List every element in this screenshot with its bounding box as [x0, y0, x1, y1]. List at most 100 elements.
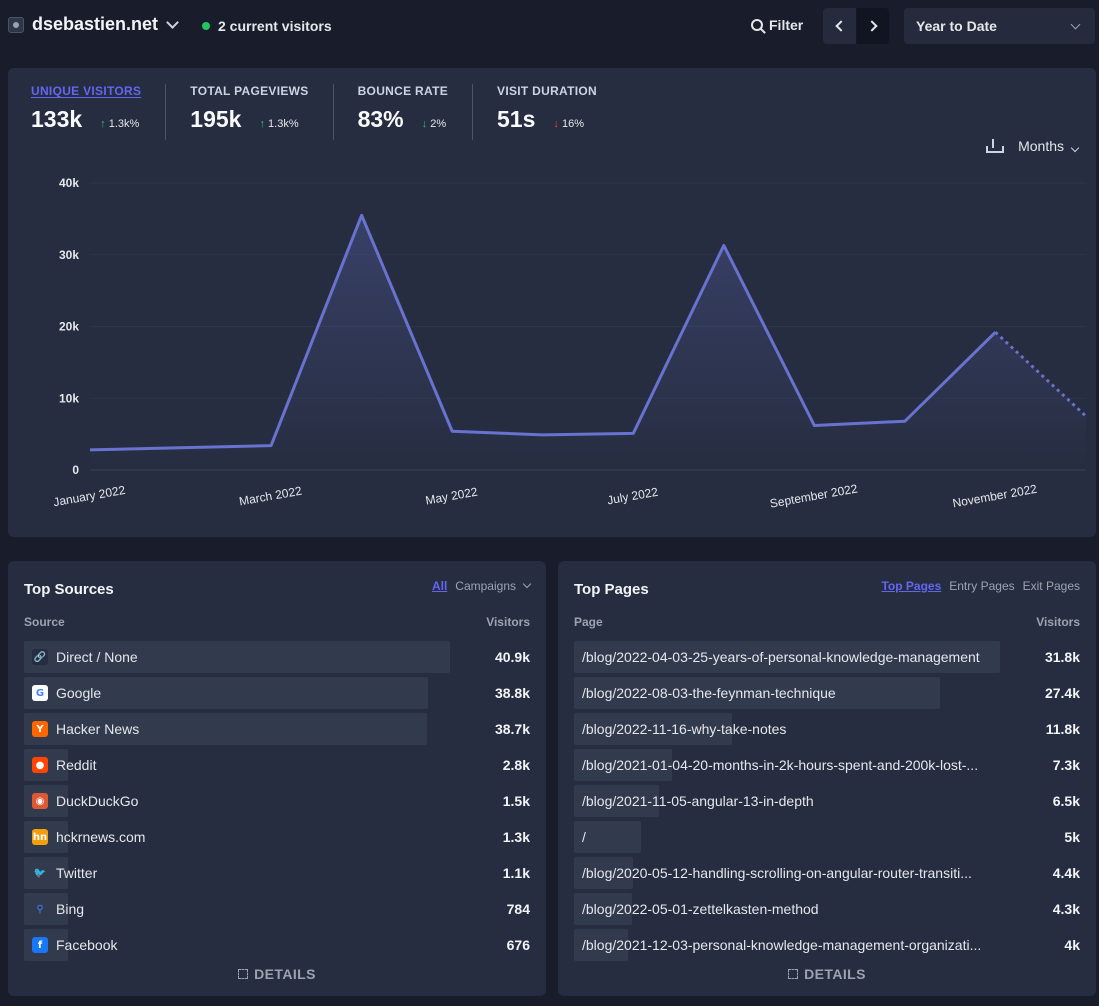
live-dot-icon	[202, 22, 210, 30]
visitors-bar	[24, 857, 68, 889]
visitors-bar	[574, 677, 941, 709]
list-item[interactable]: /blog/2022-05-01-zettelkasten-method 4.3k	[574, 893, 1080, 925]
data-point	[449, 428, 455, 434]
period-select[interactable]: Year to Date	[904, 8, 1095, 44]
sources-details-button[interactable]: DETAILS	[8, 966, 546, 982]
series-area	[90, 215, 1086, 470]
stat-0[interactable]: UNIQUE VISITORS 133k ↑ 1.3k%	[31, 84, 167, 140]
data-point	[359, 212, 365, 218]
stat-label: VISIT DURATION	[497, 84, 597, 98]
list-item[interactable]: hn hckrnews.com 1.3k	[24, 821, 530, 853]
stat-change-value: 1.3k%	[108, 118, 140, 130]
data-point	[992, 329, 998, 335]
stat-1[interactable]: TOTAL PAGEVIEWS 195k ↑ 1.3k%	[190, 84, 334, 140]
tab-all[interactable]: All	[431, 579, 448, 593]
x-tick-label: September 2022	[769, 481, 859, 510]
list-item-label: /blog/2020-05-12-handling-scrolling-on-a…	[574, 865, 972, 881]
current-visitors-label: 2 current visitors	[218, 18, 332, 34]
data-point	[630, 430, 636, 436]
list-item-value: 4k	[1064, 937, 1080, 953]
period-nav	[823, 8, 889, 44]
list-item-text: /blog/2022-04-03-25-years-of-personal-kn…	[582, 649, 980, 665]
list-item-text: /blog/2022-08-03-the-feynman-technique	[582, 685, 836, 701]
list-item-value: 4.3k	[1052, 901, 1080, 917]
stat-change: ↑ 1.3k%	[100, 118, 139, 130]
list-item[interactable]: ⚲ Bing 784	[24, 893, 530, 925]
stat-row: 51s ↓ 16%	[497, 106, 597, 133]
list-item-text: /	[582, 829, 586, 845]
list-item[interactable]: f Facebook 676	[24, 929, 530, 961]
list-item[interactable]: ● Reddit 2.8k	[24, 749, 530, 781]
trend-arrow-icon: ↑	[100, 118, 106, 130]
list-item[interactable]: /blog/2021-11-05-angular-13-in-depth 6.5k	[574, 785, 1080, 817]
download-icon[interactable]	[986, 139, 1005, 153]
list-item-text: /blog/2022-05-01-zettelkasten-method	[582, 901, 819, 917]
list-item-value: 7.3k	[1052, 757, 1080, 773]
data-point	[902, 418, 908, 424]
details-label: DETAILS	[254, 966, 316, 982]
tab-campaigns[interactable]: Campaigns	[455, 579, 516, 593]
y-tick-label: 40k	[59, 176, 79, 190]
previous-period-button[interactable]	[823, 8, 856, 44]
facebook-icon: f	[32, 937, 48, 953]
list-item[interactable]: ◉ DuckDuckGo 1.5k	[24, 785, 530, 817]
list-item-text: /blog/2021-11-05-angular-13-in-depth	[582, 793, 814, 809]
list-item-value: 38.7k	[494, 721, 530, 737]
list-item-label: Y Hacker News	[24, 721, 139, 737]
pages-details-button[interactable]: DETAILS	[558, 966, 1096, 982]
chart-tools: Months	[986, 138, 1080, 154]
list-item[interactable]: /blog/2022-04-03-25-years-of-personal-kn…	[574, 641, 1080, 673]
visitors-chart: 0 10k 20k 30k 40k January 2022 March 2022 May 2…	[52, 176, 1088, 511]
list-item-text: /blog/2021-01-04-20-months-in-2k-hours-s…	[582, 757, 979, 773]
stat-3[interactable]: VISIT DURATION 51s ↓ 16%	[497, 84, 621, 140]
list-item[interactable]: /blog/2022-11-16-why-take-notes 11.8k	[574, 713, 1080, 745]
tab-exit-pages[interactable]: Exit Pages	[1022, 579, 1080, 593]
site-selector[interactable]: dsebastien.net	[8, 14, 179, 35]
list-item-label: /blog/2022-05-01-zettelkasten-method	[574, 901, 819, 917]
list-item-text: Facebook	[56, 937, 118, 953]
list-item[interactable]: /blog/2021-12-03-personal-knowledge-mana…	[574, 929, 1080, 961]
list-item-label: hn hckrnews.com	[24, 829, 145, 845]
next-period-button[interactable]	[856, 8, 889, 44]
list-item-text: Google	[56, 685, 102, 701]
page-column-header: Page	[574, 615, 603, 629]
stat-2[interactable]: BOUNCE RATE 83% ↓ 2%	[357, 84, 474, 140]
list-item[interactable]: / 5k	[574, 821, 1080, 853]
tab-top-pages[interactable]: Top Pages	[881, 579, 942, 593]
list-item-label: /blog/2022-11-16-why-take-notes	[574, 721, 786, 737]
data-point	[811, 423, 817, 429]
list-item-value: 1.1k	[502, 865, 530, 881]
list-item[interactable]: 🐦 Twitter 1.1k	[24, 857, 530, 889]
tab-entry-pages[interactable]: Entry Pages	[949, 579, 1015, 593]
expand-icon	[788, 969, 799, 979]
list-item[interactable]: 🔗 Direct / None 40.9k	[24, 641, 530, 673]
filter-button[interactable]: Filter	[751, 17, 803, 33]
interval-select[interactable]: Months	[1018, 138, 1080, 154]
list-item-value: 2.8k	[502, 757, 530, 773]
visitors-bar	[574, 785, 660, 817]
list-item-label: ◉ DuckDuckGo	[24, 793, 138, 809]
list-item[interactable]: Y Hacker News 38.7k	[24, 713, 530, 745]
expand-icon	[238, 969, 249, 979]
filter-label: Filter	[769, 17, 804, 33]
current-visitors[interactable]: 2 current visitors	[202, 18, 332, 34]
stat-change-value: 1.3k%	[268, 118, 299, 130]
visitors-bar	[574, 893, 632, 925]
trend-arrow-icon: ↓	[553, 118, 559, 130]
stat-row: 83% ↓ 2%	[358, 106, 448, 133]
stat-change-value: 2%	[430, 118, 447, 130]
stat-label: BOUNCE RATE	[357, 84, 449, 98]
list-item-text: Direct / None	[56, 649, 138, 665]
chevron-down-icon	[1070, 19, 1081, 30]
visitors-bar	[574, 857, 633, 889]
list-item-value: 1.3k	[502, 829, 530, 845]
list-item[interactable]: /blog/2022-08-03-the-feynman-technique 27…	[574, 677, 1080, 709]
list-item-value: 11.8k	[1045, 721, 1080, 737]
list-item[interactable]: /blog/2021-01-04-20-months-in-2k-hours-s…	[574, 749, 1080, 781]
list-item[interactable]: /blog/2020-05-12-handling-scrolling-on-a…	[574, 857, 1080, 889]
y-tick-label: 20k	[59, 320, 79, 334]
x-tick-label: November 2022	[951, 482, 1038, 511]
list-item-value: 40.9k	[494, 649, 530, 665]
list-item[interactable]: G Google 38.8k	[24, 677, 530, 709]
top-pages-title: Top Pages	[574, 581, 649, 598]
